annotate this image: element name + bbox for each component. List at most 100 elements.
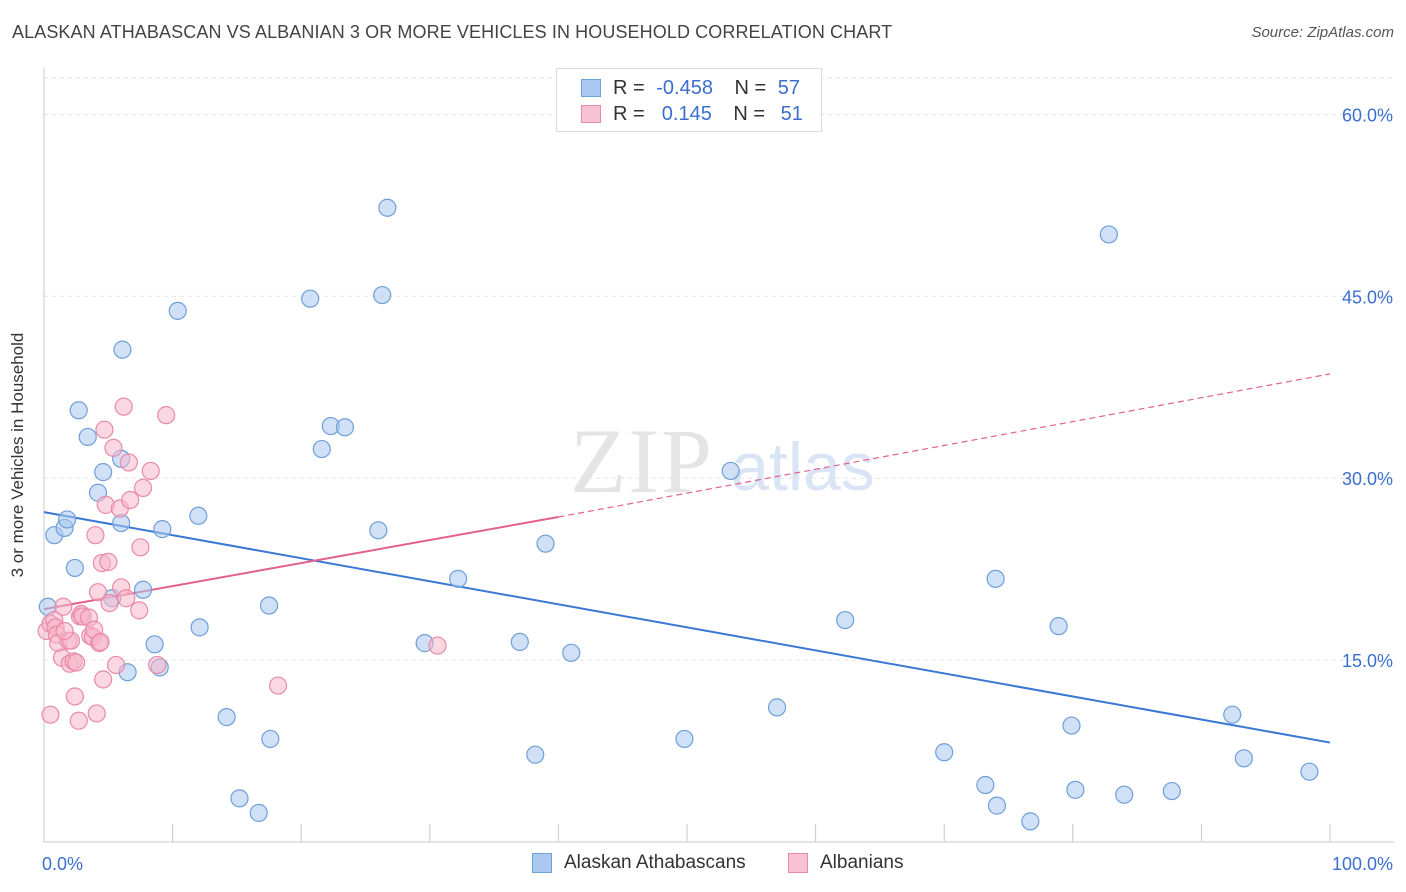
point-albanian-48 xyxy=(428,636,447,655)
legend-r-value: 0.145 xyxy=(656,103,712,125)
watermark-zip: ZIP xyxy=(570,410,714,512)
x-tick-label-end: 100.0% xyxy=(1332,854,1393,874)
point-albanian-43 xyxy=(133,478,153,497)
point-athabascan-48 xyxy=(1049,617,1068,636)
legend-swatch-pink xyxy=(581,105,601,123)
point-athabascan-40 xyxy=(721,461,740,481)
legend-n-value: 57 xyxy=(777,77,801,99)
point-albanian-37 xyxy=(114,397,133,416)
legend-n-value: 51 xyxy=(780,103,803,125)
y-axis-label: 3 or more Vehicles in Household xyxy=(8,332,27,578)
point-athabascan-19 xyxy=(189,506,208,525)
legend-label: Alaskan Athabascans xyxy=(564,852,746,873)
y-tick-label-60: 60.0% xyxy=(1342,105,1393,125)
point-athabascan-43 xyxy=(935,743,954,762)
point-albanian-28 xyxy=(94,670,113,689)
point-athabascan-20 xyxy=(190,618,209,637)
legend-label: Albanians xyxy=(820,852,904,873)
point-athabascan-4 xyxy=(65,558,84,578)
trend-line-dashed-1 xyxy=(558,373,1331,518)
y-tick-label-15: 15.0% xyxy=(1342,651,1393,671)
point-albanian-24 xyxy=(88,583,108,602)
point-albanian-32 xyxy=(100,593,119,613)
y-tick-label-45: 45.0% xyxy=(1342,287,1393,307)
point-athabascan-53 xyxy=(1162,781,1181,801)
legend-r-label: R = xyxy=(613,77,645,99)
point-athabascan-41 xyxy=(767,698,787,717)
point-athabascan-54 xyxy=(1223,705,1242,724)
legend-r-label: R = xyxy=(613,103,645,125)
point-athabascan-6 xyxy=(78,427,97,447)
point-athabascan-25 xyxy=(261,729,280,749)
point-albanian-31 xyxy=(99,552,118,571)
watermark-atlas: atlas xyxy=(731,429,875,505)
trend-line-0 xyxy=(43,511,1331,744)
point-albanian-29 xyxy=(95,420,114,439)
legend-swatch-blue xyxy=(581,79,601,97)
point-albanian-41 xyxy=(130,601,149,620)
point-athabascan-55 xyxy=(1234,749,1253,768)
x-tick-label-start: 0.0% xyxy=(42,854,83,874)
point-athabascan-42 xyxy=(836,610,855,630)
point-albanian-50 xyxy=(67,653,86,672)
point-athabascan-5 xyxy=(69,401,88,420)
point-athabascan-8 xyxy=(94,463,113,482)
point-albanian-44 xyxy=(141,461,160,481)
point-athabascan-18 xyxy=(168,301,187,320)
point-athabascan-50 xyxy=(1066,780,1085,799)
point-athabascan-47 xyxy=(1021,812,1040,831)
point-albanian-8 xyxy=(54,597,73,616)
legend-r-value: -0.458 xyxy=(656,77,713,99)
point-athabascan-31 xyxy=(373,285,392,305)
point-albanian-40 xyxy=(121,490,140,510)
point-albanian-13 xyxy=(65,687,84,706)
point-albanian-38 xyxy=(117,589,136,608)
point-athabascan-56 xyxy=(1300,762,1319,781)
point-athabascan-22 xyxy=(230,789,249,808)
point-athabascan-3 xyxy=(58,510,77,529)
point-albanian-33 xyxy=(104,438,123,457)
chart-title: ALASKAN ATHABASCAN VS ALBANIAN 3 OR MORE… xyxy=(12,22,893,42)
point-athabascan-15 xyxy=(145,635,164,654)
point-athabascan-27 xyxy=(312,439,331,459)
point-albanian-46 xyxy=(157,406,176,425)
legend-n-label: N = xyxy=(734,77,767,99)
point-athabascan-17 xyxy=(153,520,172,539)
point-athabascan-23 xyxy=(249,803,268,822)
point-albanian-22 xyxy=(87,704,106,723)
point-athabascan-46 xyxy=(987,796,1007,815)
point-albanian-23 xyxy=(86,526,105,545)
point-albanian-14 xyxy=(69,711,88,730)
point-athabascan-24 xyxy=(259,596,279,615)
point-athabascan-32 xyxy=(378,198,397,217)
point-athabascan-44 xyxy=(976,775,995,795)
y-tick-label-30: 30.0% xyxy=(1342,469,1393,489)
legend-swatch-blue xyxy=(532,853,552,873)
point-athabascan-49 xyxy=(1062,716,1081,735)
point-athabascan-14 xyxy=(133,580,153,599)
point-athabascan-39 xyxy=(675,729,694,749)
correlation-legend: R = -0.458 N = 57 R = 0.145 N = 51 xyxy=(556,68,822,132)
source-label: Source: ZipAtlas.com xyxy=(1251,24,1394,41)
point-albanian-49 xyxy=(55,621,74,641)
point-athabascan-37 xyxy=(536,534,555,553)
point-athabascan-26 xyxy=(301,289,320,308)
point-athabascan-38 xyxy=(562,643,581,662)
point-albanian-34 xyxy=(106,655,126,675)
point-athabascan-29 xyxy=(335,418,355,437)
point-albanian-26 xyxy=(91,632,110,652)
point-athabascan-51 xyxy=(1099,225,1118,244)
point-athabascan-21 xyxy=(217,707,236,727)
point-athabascan-52 xyxy=(1115,785,1134,804)
legend-n-label: N = xyxy=(733,103,766,125)
point-athabascan-34 xyxy=(448,569,468,588)
point-albanian-39 xyxy=(119,453,138,472)
legend-swatch-pink xyxy=(788,853,808,873)
point-athabascan-45 xyxy=(986,569,1005,588)
point-albanian-47 xyxy=(268,676,288,695)
point-athabascan-36 xyxy=(526,745,545,764)
point-athabascan-10 xyxy=(113,340,132,359)
point-athabascan-35 xyxy=(510,632,529,652)
point-athabascan-30 xyxy=(369,521,388,540)
